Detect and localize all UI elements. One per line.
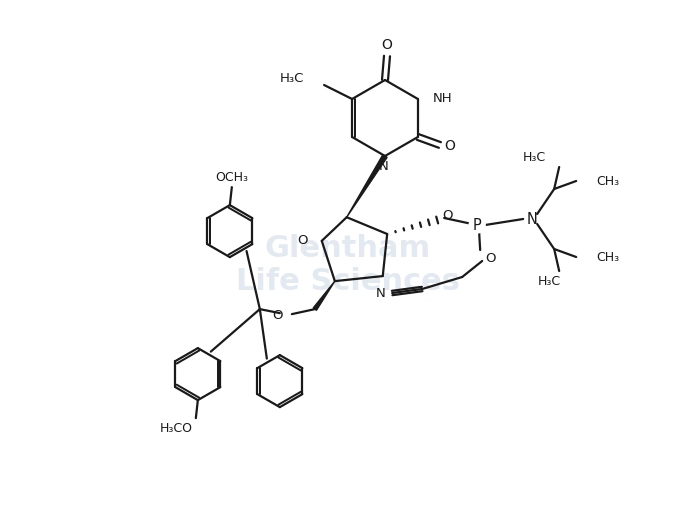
Text: CH₃: CH₃ <box>596 175 619 188</box>
Text: OCH₃: OCH₃ <box>215 171 248 184</box>
Text: H₃C: H₃C <box>537 275 561 288</box>
Text: NH: NH <box>433 92 452 105</box>
Text: N: N <box>375 287 385 300</box>
Text: H₃CO: H₃CO <box>160 422 193 435</box>
Text: H₃C: H₃C <box>523 150 546 163</box>
Polygon shape <box>347 154 387 217</box>
Text: O: O <box>442 209 452 222</box>
Text: O: O <box>381 38 393 52</box>
Text: H₃C: H₃C <box>280 72 304 85</box>
Text: P: P <box>473 217 482 232</box>
Text: O: O <box>485 252 496 265</box>
Text: Glentham
Life Sciences: Glentham Life Sciences <box>236 233 460 296</box>
Text: N: N <box>527 212 537 227</box>
Circle shape <box>469 217 485 233</box>
Text: N: N <box>379 160 389 173</box>
Polygon shape <box>313 281 335 310</box>
Text: O: O <box>297 235 308 248</box>
Text: O: O <box>272 309 283 322</box>
Text: CH₃: CH₃ <box>596 251 619 264</box>
Text: O: O <box>445 139 455 153</box>
